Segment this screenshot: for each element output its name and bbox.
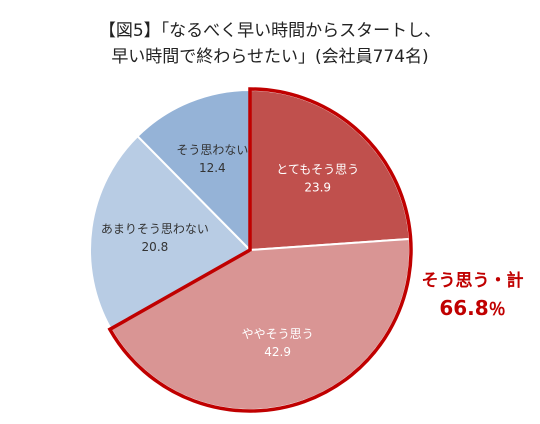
summary-label: そう思う・計 <box>421 271 524 291</box>
slice-category-label: とてもそう思う <box>276 162 359 176</box>
pie-slice <box>136 88 251 253</box>
slice-value-label: 20.8 <box>142 240 169 254</box>
chart-title: 【図5】「なるべく早い時間からスタートし、 早い時間で終わらせたい」(会社員77… <box>0 18 540 70</box>
summary-value: 66.8 <box>439 296 489 320</box>
summary-annotation: そう思う・計 66.8％ <box>410 268 535 324</box>
summary-unit: ％ <box>488 300 506 320</box>
chart-title-line-1: 【図5】「なるべく早い時間からスタートし、 <box>98 21 442 41</box>
highlight-outline <box>107 87 413 413</box>
slice-category-label: そう思わない <box>176 143 248 157</box>
pie-slice <box>89 134 252 331</box>
slice-value-label: 23.9 <box>304 180 331 194</box>
summary-value-line: 66.8％ <box>410 294 535 324</box>
slice-category-label: あまりそう思わない <box>101 222 209 236</box>
chart-title-line-2: 早い時間で終わらせたい」(会社員774名) <box>111 47 429 67</box>
slice-category-label: ややそう思う <box>242 327 314 341</box>
pie-labels: とてもそう思う 23.9 ややそう思う 42.9 あまりそう思わない 20.8 そう思わない… <box>101 143 359 359</box>
slice-value-label: 12.4 <box>199 161 226 175</box>
slice-value-label: 42.9 <box>264 345 291 359</box>
